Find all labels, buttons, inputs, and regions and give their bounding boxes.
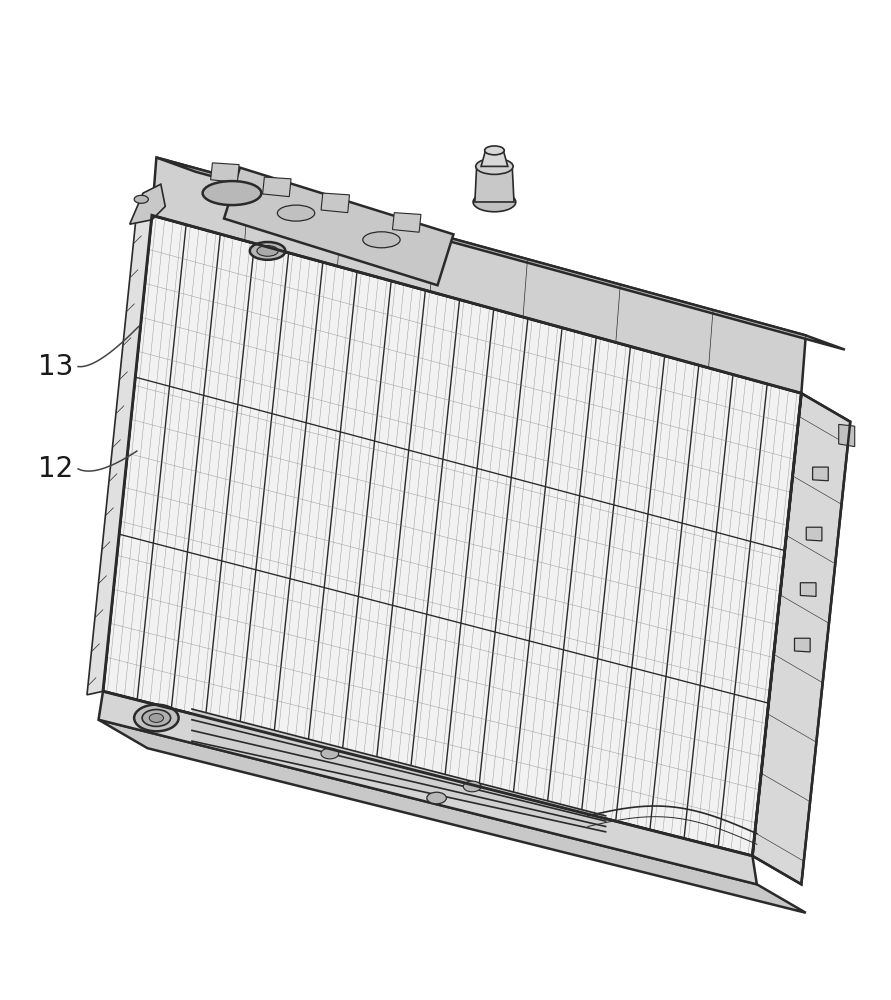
Ellipse shape: [427, 792, 446, 804]
Polygon shape: [475, 166, 514, 202]
Polygon shape: [210, 163, 239, 182]
Ellipse shape: [135, 705, 178, 731]
Polygon shape: [481, 150, 508, 166]
Text: 13: 13: [38, 353, 73, 381]
Polygon shape: [795, 638, 810, 652]
Ellipse shape: [143, 710, 170, 726]
Polygon shape: [103, 215, 801, 856]
Polygon shape: [392, 213, 421, 232]
Polygon shape: [152, 157, 805, 393]
Polygon shape: [130, 184, 165, 224]
Ellipse shape: [476, 158, 513, 174]
Ellipse shape: [321, 748, 339, 759]
Polygon shape: [813, 467, 829, 481]
Polygon shape: [87, 215, 152, 695]
Polygon shape: [806, 527, 822, 541]
Polygon shape: [838, 424, 854, 447]
Ellipse shape: [249, 242, 285, 260]
Polygon shape: [224, 168, 454, 285]
Polygon shape: [192, 709, 606, 832]
Ellipse shape: [363, 232, 400, 248]
Polygon shape: [99, 720, 805, 913]
Ellipse shape: [463, 781, 481, 792]
Ellipse shape: [257, 246, 278, 256]
Ellipse shape: [473, 192, 516, 212]
Polygon shape: [800, 583, 816, 596]
Polygon shape: [263, 177, 291, 197]
Ellipse shape: [150, 714, 163, 722]
Ellipse shape: [277, 205, 315, 221]
Polygon shape: [157, 157, 845, 350]
Ellipse shape: [485, 146, 504, 155]
Text: 12: 12: [38, 455, 73, 483]
Ellipse shape: [135, 195, 149, 203]
Ellipse shape: [202, 181, 261, 205]
Polygon shape: [752, 393, 850, 884]
Polygon shape: [321, 193, 349, 213]
Polygon shape: [99, 691, 756, 884]
